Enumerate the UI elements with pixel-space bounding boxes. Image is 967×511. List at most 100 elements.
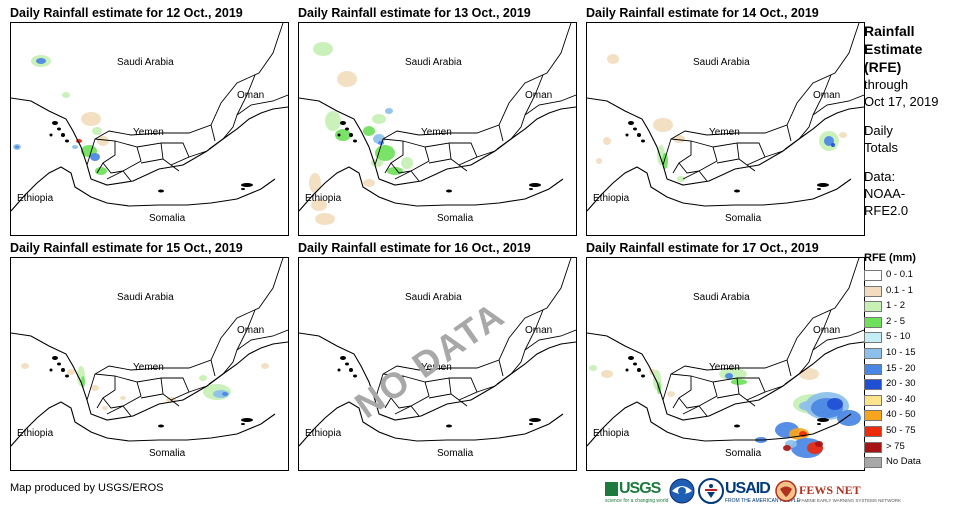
boundary-line <box>764 150 784 158</box>
boundary-line <box>812 74 832 116</box>
legend-label: 15 - 20 <box>886 362 916 374</box>
boundary-line <box>374 258 572 401</box>
rainfall-patch <box>401 157 413 169</box>
boundary-line <box>94 138 116 174</box>
boundary-line <box>210 359 216 377</box>
boundary-line <box>458 399 468 407</box>
boundary-line <box>698 170 708 182</box>
legend-swatch <box>864 410 882 422</box>
island <box>641 139 645 143</box>
legend-swatch <box>864 379 882 391</box>
island <box>340 356 346 360</box>
rainfall-patch <box>199 375 207 381</box>
boundary-line <box>382 138 404 174</box>
map-panel-16-oct: Daily Rainfall estimate for 16 Oct., 201… <box>298 241 577 473</box>
island <box>241 188 245 190</box>
boundary-line <box>678 162 700 174</box>
boundary-line <box>682 375 718 415</box>
map-label-oman: Oman <box>525 325 552 336</box>
boundary-line <box>424 142 452 164</box>
legend-swatch <box>864 457 882 469</box>
boundary-line <box>670 138 692 174</box>
map-label-yemen: Yemen <box>133 362 164 373</box>
legend-swatch <box>864 270 882 281</box>
boundary-line <box>161 142 190 166</box>
island <box>337 368 341 372</box>
african-coastline <box>587 401 852 447</box>
african-coastline <box>299 166 564 212</box>
boundary-line <box>712 142 740 164</box>
sidebar-date: Oct 17, 2019 <box>864 94 939 109</box>
rainfall-map: Saudi Arabia Oman Yemen Ethiopia Somalia <box>586 257 865 471</box>
legend-label: 10 - 15 <box>886 346 916 358</box>
sidebar-through: through <box>864 77 909 92</box>
boundary-line <box>94 373 116 409</box>
panel-title: Daily Rainfall estimate for 17 Oct., 201… <box>586 241 819 255</box>
rainfall-patch <box>677 176 685 182</box>
boundary-line <box>670 373 692 409</box>
island <box>633 362 637 366</box>
map-panel-13-oct: Daily Rainfall estimate for 13 Oct., 201… <box>298 6 577 238</box>
sidebar-title-line1: Rainfall <box>864 23 915 39</box>
island <box>345 127 349 131</box>
island <box>241 183 253 187</box>
boundary-line <box>678 397 700 409</box>
map-label-somalia: Somalia <box>149 448 186 459</box>
rainfall-patch <box>372 114 386 124</box>
no-data-stamp: NO DATA <box>347 293 512 426</box>
rainfall-patch <box>222 392 228 396</box>
rainfall-patch <box>363 126 375 136</box>
island <box>353 139 357 143</box>
legend-label: 2 - 5 <box>886 315 906 327</box>
fews-net-logo: FEWS NET FAMINE EARLY WARNING SYSTEMS NE… <box>775 478 901 506</box>
legend-item: No Data <box>864 455 964 471</box>
rainfall-patch <box>261 363 269 369</box>
legend-label: 5 - 10 <box>886 331 911 343</box>
island <box>817 418 829 422</box>
rainfall-layer <box>13 55 109 175</box>
legend-label: > 75 <box>886 440 905 452</box>
island <box>52 356 58 360</box>
boundary-line <box>476 150 496 158</box>
map-label-yemen: Yemen <box>421 362 452 373</box>
boundary-line <box>476 385 496 393</box>
map-panel-14-oct: Daily Rainfall estimate for 14 Oct., 201… <box>586 6 865 238</box>
island <box>817 423 821 425</box>
african-coastline <box>299 401 564 447</box>
map-label-somalia: Somalia <box>725 448 762 459</box>
map-label-oman: Oman <box>813 90 840 101</box>
rainfall-patch <box>313 42 333 56</box>
panel-title: Daily Rainfall estimate for 16 Oct., 201… <box>298 241 531 255</box>
map-credit: Map produced by USGS/EROS <box>10 482 164 494</box>
boundary-line <box>170 399 180 407</box>
map-label-somalia: Somalia <box>725 213 762 224</box>
legend-label: 20 - 30 <box>886 378 916 390</box>
rainfall-patch <box>603 137 611 145</box>
rainfall-layer <box>309 42 413 225</box>
rainfall-patch <box>385 108 393 114</box>
legend-label: 30 - 40 <box>886 393 916 405</box>
island <box>628 356 634 360</box>
boundary-line <box>698 405 708 417</box>
map-label-oman: Oman <box>237 325 264 336</box>
island <box>65 374 69 378</box>
map-label-oman: Oman <box>525 90 552 101</box>
island <box>65 139 69 143</box>
rainfall-patch <box>67 369 75 375</box>
rainfall-patch <box>667 391 675 397</box>
rainfall-patch <box>837 410 861 426</box>
legend-swatch <box>864 301 882 313</box>
sidebar-daily: Daily <box>864 123 893 138</box>
usgs-wordmark: USGS <box>619 480 661 497</box>
boundary-line <box>390 397 412 409</box>
boundary-line <box>122 405 132 417</box>
map-label-saudi: Saudi Arabia <box>405 292 462 303</box>
boundary-line <box>236 74 256 116</box>
rainfall-map: Saudi Arabia Oman Yemen Ethiopia Somalia <box>10 257 289 471</box>
arabian-coastline <box>299 332 576 421</box>
rainfall-patch <box>15 145 19 149</box>
legend-label: 0.1 - 1 <box>886 284 913 296</box>
rainfall-patch <box>725 373 733 379</box>
rainfall-patch <box>325 111 341 131</box>
boundary-line <box>394 375 430 415</box>
